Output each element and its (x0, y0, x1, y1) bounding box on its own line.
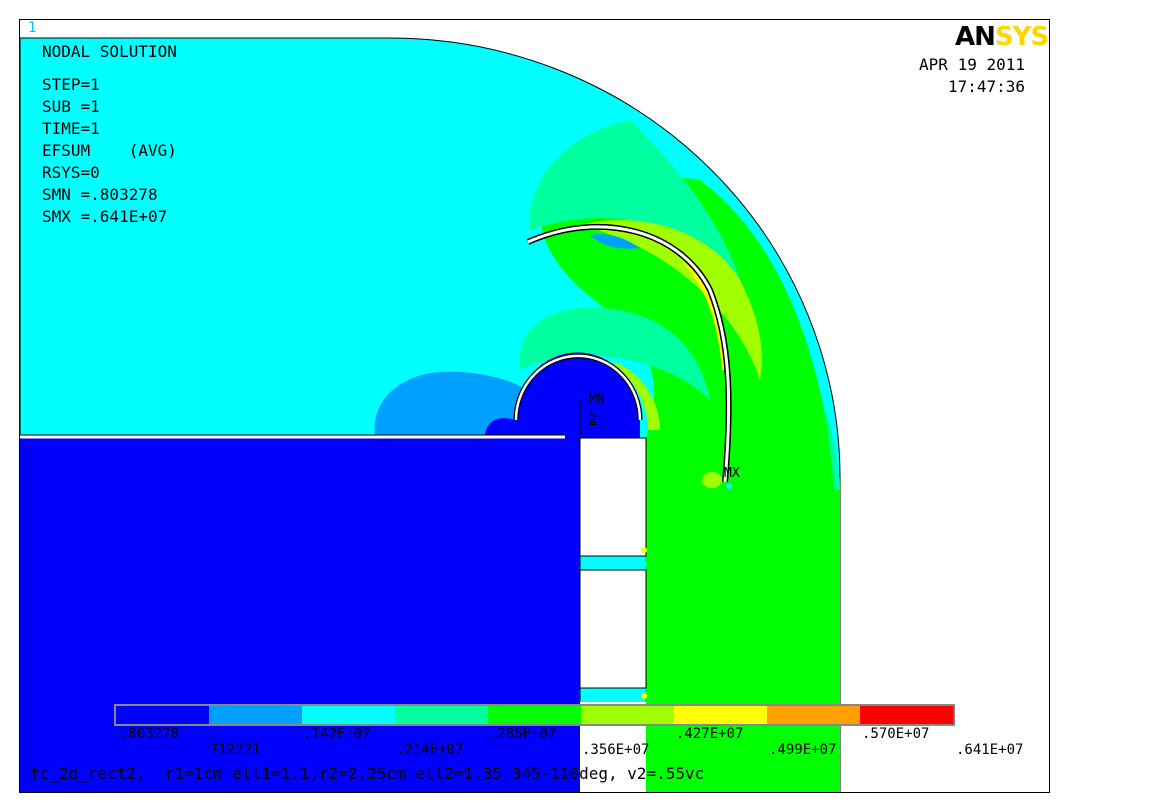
yellow-spot (702, 472, 722, 488)
legend-swatch-6 (674, 706, 768, 724)
info-line-smn: SMN =.803278 (42, 185, 158, 204)
legend-label-bottom-0: 712221 (210, 742, 261, 758)
teal-lobe-top (529, 120, 740, 280)
time-text: 17:47:36 (947, 77, 1025, 96)
lower-left-block (20, 438, 580, 792)
info-line-rsys: RSYS=0 (42, 163, 100, 182)
info-line-time: TIME=1 (42, 119, 100, 138)
logo-part1: AN (955, 22, 996, 52)
legend-label-bottom-3: .499E+07 (769, 742, 837, 758)
green-region (540, 177, 840, 792)
color-legend (114, 704, 955, 726)
min-marker: MN (589, 392, 605, 407)
footer-title: fc_2d_rect2, r1=1cm ell1=1.1,r2=2.25cm e… (30, 764, 705, 783)
teal-lobe-mid (519, 307, 710, 400)
legend-swatch-4 (488, 706, 582, 724)
min-node-label: 2 (589, 412, 597, 427)
contour-plot[interactable] (20, 20, 1050, 793)
hole-upper (579, 437, 647, 557)
legend-label-top-4: .570E+07 (862, 726, 930, 742)
legend-swatch-1 (209, 706, 303, 724)
legend-label-bottom-2: .356E+07 (582, 742, 650, 758)
lightblue-region-top (590, 234, 640, 249)
legend-label-top-0: .803278 (120, 726, 180, 742)
date-time: APR 19 2011 17:47:36 (919, 54, 1025, 98)
legend-label-top-2: .285E+07 (489, 726, 557, 742)
yellow-sliver (680, 260, 728, 370)
graphics-window[interactable]: 1 ANSYS APR 19 2011 17:47:36 NODAL SOLUTI… (19, 19, 1050, 793)
legend-label-top-3: .427E+07 (676, 726, 744, 742)
legend-swatch-8 (860, 706, 954, 724)
hole-lower (579, 569, 647, 689)
inner-arc-core (514, 354, 642, 421)
info-line-smx: SMX =.641E+07 (42, 207, 168, 226)
legend-swatch-7 (767, 706, 861, 724)
date-text: APR 19 2011 (919, 55, 1025, 74)
legend-swatch-0 (116, 706, 210, 724)
yellowgreen-lobe-mid (610, 360, 660, 430)
info-line-efsum: EFSUM (AVG) (42, 141, 177, 160)
legend-label-bottom-4: .641E+07 (956, 742, 1024, 758)
yellowgreen-lobe-top (580, 220, 762, 380)
info-line-sub: SUB =1 (42, 97, 100, 116)
legend-swatch-5 (581, 706, 675, 724)
outer-arc-core (527, 225, 731, 483)
teal-edge (826, 410, 840, 490)
logo-part2: SYS (994, 22, 1049, 52)
window-number: 1 (28, 20, 37, 36)
info-line-step: STEP=1 (42, 75, 100, 94)
legend-label-top-1: .142E+07 (303, 726, 371, 742)
inner-dome (485, 352, 640, 438)
info-title: NODAL SOLUTION (42, 42, 177, 61)
max-marker: MX (724, 466, 740, 481)
ansys-logo: ANSYS (955, 22, 1049, 52)
legend-swatch-3 (395, 706, 489, 724)
legend-swatch-2 (302, 706, 396, 724)
legend-label-bottom-1: .214E+07 (396, 742, 464, 758)
